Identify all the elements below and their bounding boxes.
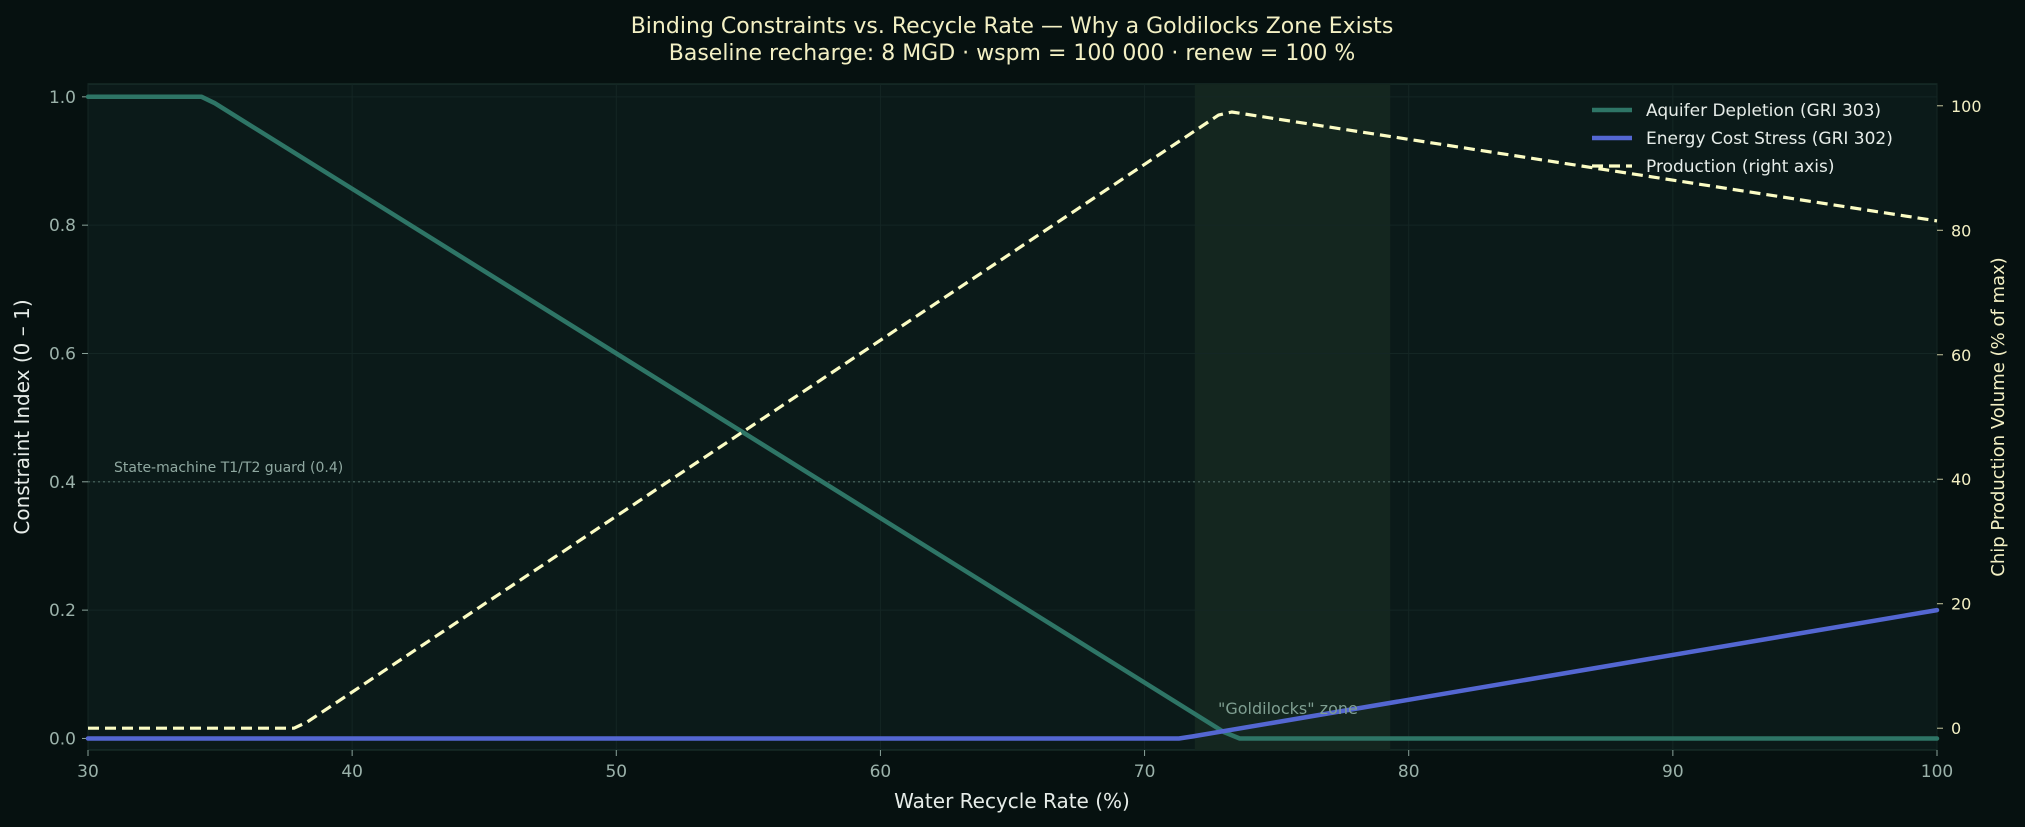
y-tick-label: 1.0 xyxy=(49,88,76,108)
chart-subtitle: Baseline recharge: 8 MGD · wspm = 100 00… xyxy=(669,41,1356,66)
x-tick-label: 40 xyxy=(341,762,363,782)
y-tick-label: 0.6 xyxy=(49,344,76,364)
legend-entry-label: Production (right axis) xyxy=(1646,157,1835,177)
legend-entry-label: Energy Cost Stress (GRI 302) xyxy=(1646,129,1893,149)
y-right-tick-label: 100 xyxy=(1951,97,1982,116)
x-tick-label: 70 xyxy=(1134,762,1156,782)
x-tick-label: 100 xyxy=(1921,762,1953,782)
x-tick-label: 90 xyxy=(1662,762,1684,782)
x-tick-label: 50 xyxy=(605,762,627,782)
series-line-production xyxy=(88,110,1938,730)
y-tick-label: 0.2 xyxy=(49,601,76,621)
y-axis-right: 0 20 40 60 80 100 xyxy=(1937,97,1982,738)
x-axis-label: Water Recycle Rate (%) xyxy=(894,789,1130,813)
grid xyxy=(87,84,1938,750)
y-tick-label: 0.8 xyxy=(49,216,76,236)
x-axis: 30 40 50 60 70 80 90 100 xyxy=(77,750,1953,782)
y-tick-label: 0.0 xyxy=(49,729,76,749)
y-right-tick-label: 40 xyxy=(1951,470,1971,489)
y-right-tick-label: 20 xyxy=(1951,595,1971,614)
goldilocks-zone-label: "Goldilocks" zone xyxy=(1218,699,1358,718)
chart-title: Binding Constraints vs. Recycle Rate — W… xyxy=(631,14,1394,39)
y-right-tick-label: 80 xyxy=(1951,221,1971,240)
y-axis-right-label: Chip Production Volume (% of max) xyxy=(1988,257,2009,576)
plot-area xyxy=(87,83,1938,751)
series-line-aquifer-depletion xyxy=(85,94,1940,741)
series-line-energy-cost-stress xyxy=(85,607,1940,741)
y-axis-label: Constraint Index (0 – 1) xyxy=(10,299,34,534)
y-tick-label: 0.4 xyxy=(49,473,76,493)
series-lines xyxy=(85,94,1940,741)
threshold-label: State-machine T1/T2 guard (0.4) xyxy=(114,460,343,476)
legend-entry-label: Aquifer Depletion (GRI 303) xyxy=(1646,101,1881,121)
x-tick-label: 30 xyxy=(77,762,99,782)
y-axis-left: 0.0 0.2 0.4 0.6 0.8 1.0 xyxy=(49,88,88,749)
y-right-tick-label: 0 xyxy=(1951,719,1961,738)
y-right-tick-label: 60 xyxy=(1951,346,1971,365)
legend: Aquifer Depletion (GRI 303) Energy Cost S… xyxy=(1592,101,1893,177)
goldilocks-zone-band xyxy=(1194,84,1391,750)
x-tick-label: 60 xyxy=(870,762,892,782)
x-tick-label: 80 xyxy=(1398,762,1420,782)
